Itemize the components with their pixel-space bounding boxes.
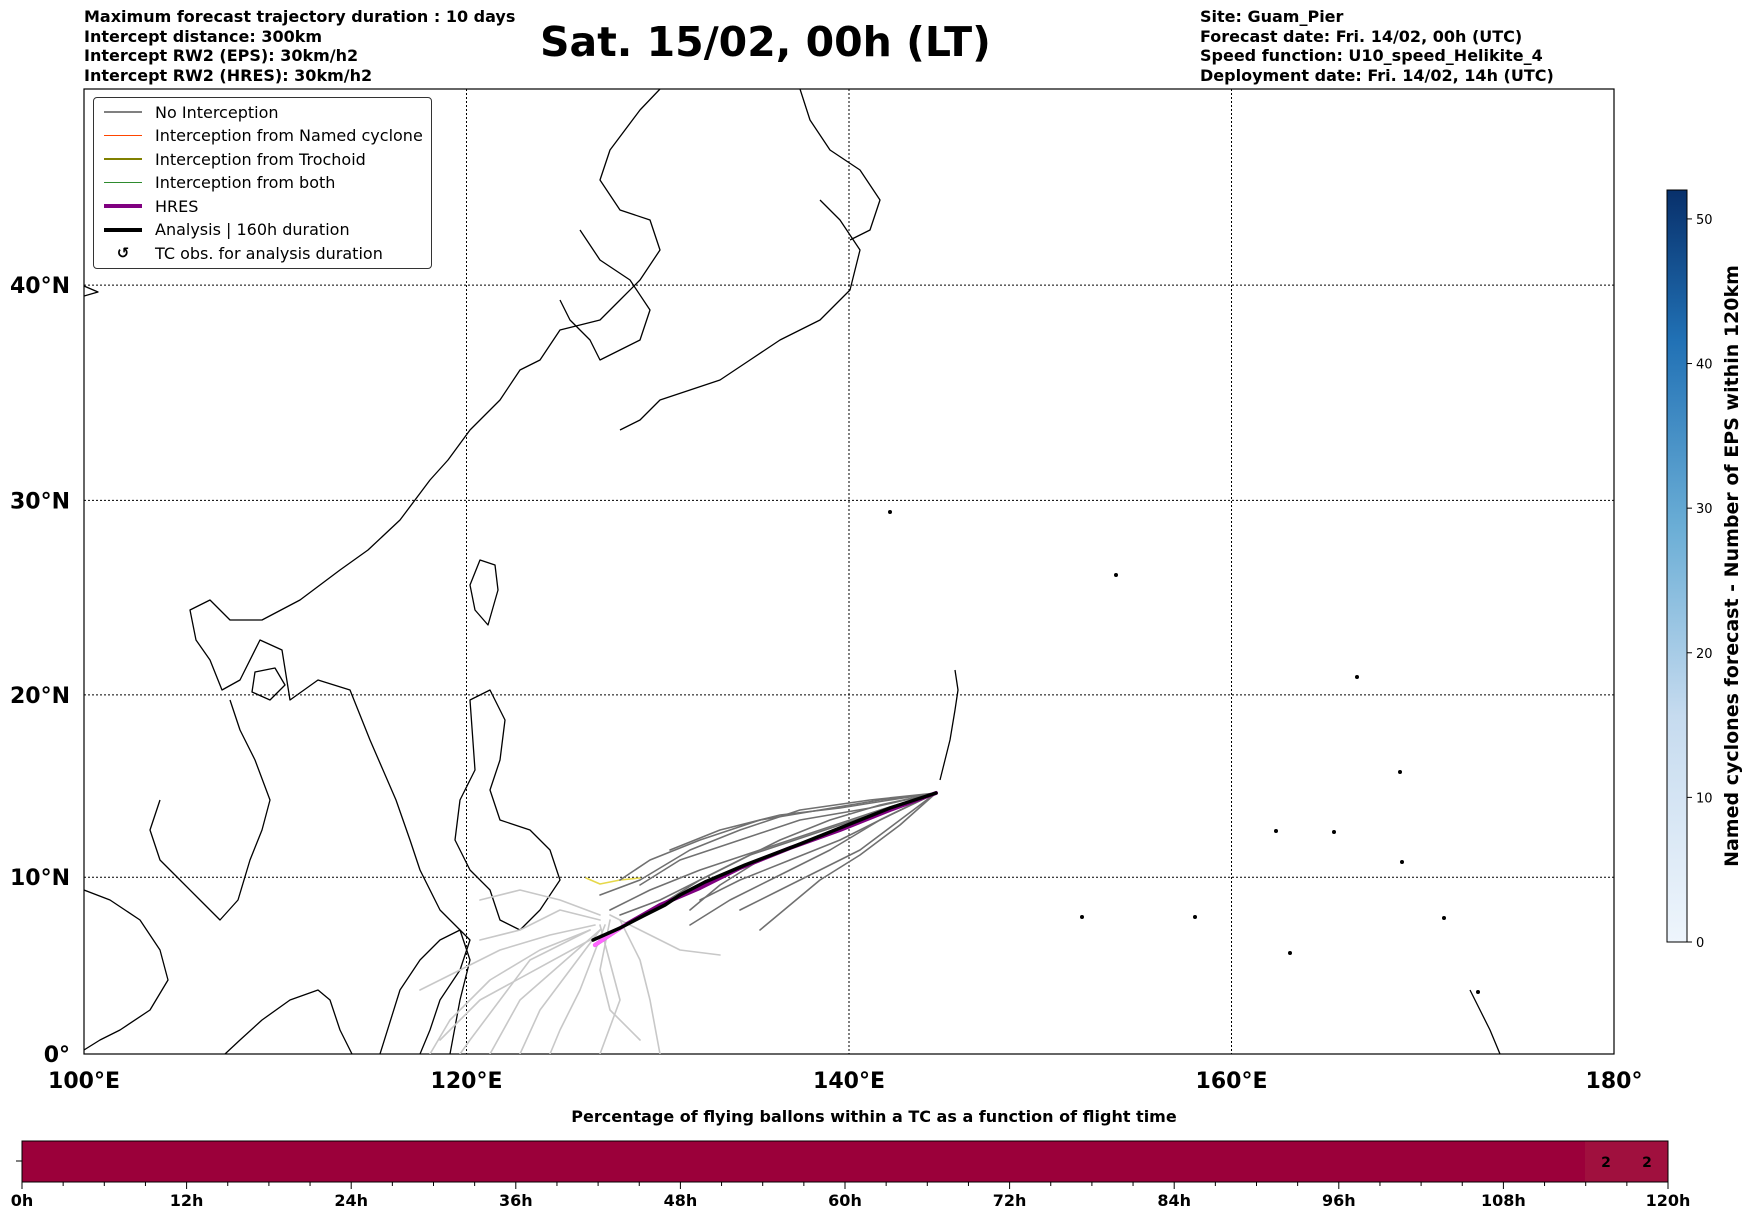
flight-bar-tick-label: 12h xyxy=(170,1191,204,1210)
legend-swatch xyxy=(104,111,142,113)
lat-tick-label: 40°N xyxy=(10,274,70,299)
island xyxy=(1400,860,1404,864)
island xyxy=(1080,915,1084,919)
page-title: Sat. 15/02, 00h (LT) xyxy=(540,18,991,66)
flight-bar-cell-label: 2 xyxy=(1601,1155,1611,1171)
coastline-new-guinea xyxy=(1469,989,1501,1054)
legend-label: Interception from both xyxy=(155,173,336,192)
flight-bar-tick-label: 0h xyxy=(11,1191,34,1210)
header-left-line: Maximum forecast trajectory duration : 1… xyxy=(84,7,516,26)
legend-item: HRES xyxy=(104,196,198,216)
flight-bar-tick-label: 108h xyxy=(1481,1191,1526,1210)
legend-item: Interception from Named cyclone xyxy=(104,126,423,146)
flight-bar-tick-label: 96h xyxy=(1322,1191,1356,1210)
colorbar-label: Named cyclones forecast - Number of EPS … xyxy=(1721,265,1743,867)
header-right-line: Speed function: U10_speed_Helikite_4 xyxy=(1200,46,1543,65)
island xyxy=(1114,573,1118,577)
header-right-line: Site: Guam_Pier xyxy=(1200,7,1344,26)
legend-item: No Interception xyxy=(104,102,279,122)
trajectories-light xyxy=(419,889,721,1054)
colorbar-tick-label: 20 xyxy=(1696,647,1713,662)
flight-time-bar xyxy=(21,1140,1669,1183)
legend-swatch xyxy=(104,204,142,208)
flight-bar-title: Percentage of flying ballons within a TC… xyxy=(571,1107,1177,1126)
coastline-hainan xyxy=(251,667,286,701)
coastline-asia xyxy=(84,89,661,1054)
island xyxy=(1288,951,1292,955)
legend-item: Analysis | 160h duration xyxy=(104,220,350,240)
legend-item: ↺ TC obs. for analysis duration xyxy=(104,243,383,263)
coastline-indochina xyxy=(84,699,271,1051)
coastline-philippines xyxy=(454,689,561,931)
colorbar-tick-label: 50 xyxy=(1696,213,1713,228)
legend-swatch xyxy=(104,181,142,184)
legend-label: TC obs. for analysis duration xyxy=(155,243,383,263)
flight-bar-tick-label: 72h xyxy=(993,1191,1027,1210)
flight-bar-tick-label: 48h xyxy=(664,1191,698,1210)
header-left: Maximum forecast trajectory duration : 1… xyxy=(84,7,515,85)
flight-bar-tick-label: 60h xyxy=(828,1191,862,1210)
island xyxy=(1274,829,1278,833)
legend-label: No Interception xyxy=(155,102,279,122)
legend-swatch xyxy=(104,134,142,137)
trajectory-analysis xyxy=(591,791,938,942)
map-legend: No Interception Interception from Named c… xyxy=(93,97,432,269)
lon-tick-label: 120°E xyxy=(431,1069,503,1094)
legend-swatch xyxy=(104,227,142,232)
flight-bar-cell-label: 2 xyxy=(1642,1155,1652,1171)
legend-item: Interception from both xyxy=(104,173,335,193)
header-right-line: Forecast date: Fri. 14/02, 00h (UTC) xyxy=(1200,26,1523,46)
lon-tick-label: 160°E xyxy=(1196,1069,1268,1094)
island xyxy=(1193,915,1197,919)
legend-label: Analysis | 160h duration xyxy=(155,220,350,239)
island xyxy=(1476,990,1480,994)
legend-label: HRES xyxy=(155,196,199,216)
coastline-japan xyxy=(619,89,881,431)
lat-tick-label: 20°N xyxy=(10,684,70,709)
lon-tick-label: 140°E xyxy=(813,1069,885,1094)
coastline-korea xyxy=(559,229,651,361)
legend-item: Interception from Trochoid xyxy=(104,149,366,169)
flight-bar-tick-label: 36h xyxy=(499,1191,533,1210)
coastline-mariana xyxy=(939,669,959,781)
header-left-line: Intercept RW2 (EPS): 30km/h2 xyxy=(84,46,359,65)
colorbar-tick-label: 10 xyxy=(1696,791,1713,806)
header-left-line: Intercept RW2 (HRES): 30km/h2 xyxy=(84,65,373,85)
island xyxy=(1398,770,1402,774)
island xyxy=(888,510,892,514)
colorbar xyxy=(1666,189,1688,943)
legend-label: Interception from Named cyclone xyxy=(155,126,423,145)
coastline-taiwan xyxy=(469,559,499,626)
lat-tick-label: 10°N xyxy=(10,866,70,891)
island xyxy=(1332,830,1336,834)
coastline-borneo xyxy=(379,929,471,1054)
header-right-line: Deployment date: Fri. 14/02, 14h (UTC) xyxy=(1200,65,1554,85)
flight-bar-tick-label: 24h xyxy=(334,1191,368,1210)
flight-bar-tick-label: 120h xyxy=(1646,1191,1691,1210)
colorbar-tick-label: 30 xyxy=(1696,502,1713,517)
island xyxy=(1355,675,1359,679)
lon-tick-label: 100°E xyxy=(48,1069,120,1094)
legend-label: Interception from Trochoid xyxy=(155,149,366,169)
trajectory-trochoid xyxy=(585,877,641,885)
tc-obs-icon: ↺ xyxy=(116,244,130,262)
legend-swatch xyxy=(104,158,142,160)
colorbar-tick-label: 0 xyxy=(1696,936,1704,951)
lat-tick-label: 30°N xyxy=(10,489,70,514)
colorbar-tick-label: 40 xyxy=(1696,358,1713,373)
header-right: Site: Guam_Pier Forecast date: Fri. 14/0… xyxy=(1200,7,1554,85)
island xyxy=(1442,916,1446,920)
flight-bar-tick-label: 84h xyxy=(1157,1191,1191,1210)
flight-time-bar-cell xyxy=(1585,1141,1668,1182)
lat-tick-label: 0° xyxy=(44,1043,70,1068)
lon-tick-label: 180° xyxy=(1586,1069,1643,1094)
header-left-line: Intercept distance: 300km xyxy=(84,26,323,46)
graticule xyxy=(84,89,1614,1054)
